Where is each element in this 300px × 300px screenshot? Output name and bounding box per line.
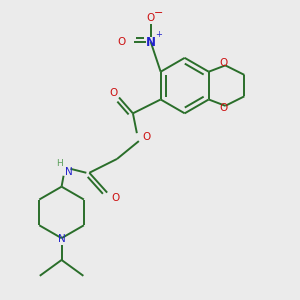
Text: +: + (155, 30, 162, 39)
Text: O: O (219, 58, 227, 68)
Text: O: O (111, 193, 119, 202)
Text: N: N (64, 167, 72, 177)
Text: N: N (58, 234, 65, 244)
Text: O: O (117, 37, 125, 47)
Text: O: O (147, 13, 155, 23)
Text: O: O (109, 88, 117, 98)
Text: O: O (143, 132, 151, 142)
Text: H: H (56, 159, 63, 168)
Text: O: O (219, 103, 227, 113)
Text: −: − (154, 8, 164, 18)
Text: N: N (146, 35, 156, 49)
